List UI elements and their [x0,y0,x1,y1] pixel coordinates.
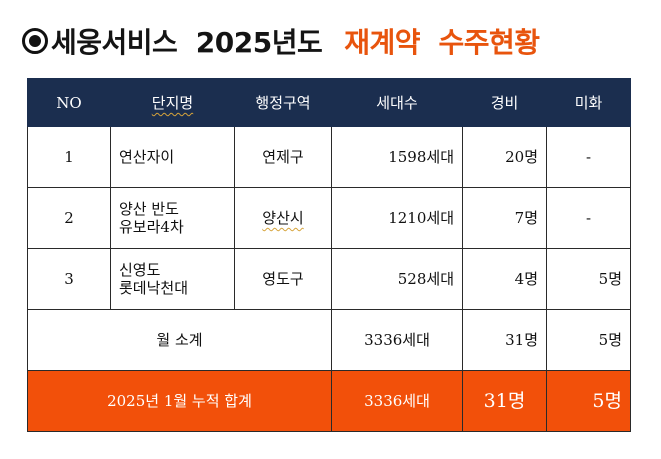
row-no: 2 [27,187,111,249]
header-guard: 경비 [462,78,547,127]
table-row: 1 연산자이 연제구 1598세대 20명 - [27,126,631,188]
row-complex-name-line1: 신영도 [119,261,161,279]
row-district: 영도구 [234,248,332,310]
subtotal-label: 월 소계 [27,309,332,371]
row-guard: 4명 [462,248,547,310]
row-households: 1210세대 [331,187,463,249]
row-complex-name-line1: 양산 반도 [119,200,179,218]
row-complex-name: 연산자이 [110,126,235,188]
radio-bullet-icon [22,28,48,54]
table-row: 2 양산 반도 유보라4차 양산시 1210세대 7명 - [27,187,631,249]
row-complex-name-line1: 연산자이 [119,148,175,166]
subtotal-cleaning: 5명 [546,309,631,371]
total-guard: 31명 [462,370,547,432]
subtotal-row: 월 소계 3336세대 31명 5명 [27,309,631,371]
row-guard: 20명 [462,126,547,188]
title-highlight: 재계약 수주현황 [344,26,540,59]
row-district-text: 양산시 [262,209,304,227]
total-cleaning: 5명 [546,370,631,432]
row-households: 528세대 [331,248,463,310]
total-label: 2025년 1월 누적 합계 [27,370,332,432]
row-cleaning: 5명 [546,248,631,310]
table-header-row: NO 단지명 행정구역 세대수 경비 미화 [27,78,631,127]
header-no: NO [27,78,111,127]
header-complex-name-text: 단지명 [151,94,194,112]
row-cleaning: - [546,187,631,249]
row-district: 양산시 [234,187,332,249]
row-complex-name: 신영도 롯데낙천대 [110,248,235,310]
row-complex-name-line2: 유보라4차 [119,218,184,236]
subtotal-households: 3336세대 [331,309,463,371]
title-company-year: 세웅서비스 2025년도 [51,26,323,59]
subtotal-guard: 31명 [462,309,547,371]
table-row: 3 신영도 롯데낙천대 영도구 528세대 4명 5명 [27,248,631,310]
header-cleaning: 미화 [546,78,631,127]
page-title: 세웅서비스 2025년도 재계약 수주현황 [22,16,540,66]
row-no: 3 [27,248,111,310]
header-households: 세대수 [331,78,463,127]
row-cleaning: - [546,126,631,188]
total-households: 3336세대 [331,370,463,432]
row-complex-name-line2: 롯데낙천대 [119,279,189,297]
header-complex-name: 단지명 [110,78,235,127]
row-no: 1 [27,126,111,188]
row-households: 1598세대 [331,126,463,188]
row-complex-name: 양산 반도 유보라4차 [110,187,235,249]
header-district: 행정구역 [234,78,332,127]
row-guard: 7명 [462,187,547,249]
total-row: 2025년 1월 누적 합계 3336세대 31명 5명 [27,370,631,432]
contract-status-table: NO 단지명 행정구역 세대수 경비 미화 1 연산자이 연제구 1598세대 … [27,78,631,432]
row-district: 연제구 [234,126,332,188]
